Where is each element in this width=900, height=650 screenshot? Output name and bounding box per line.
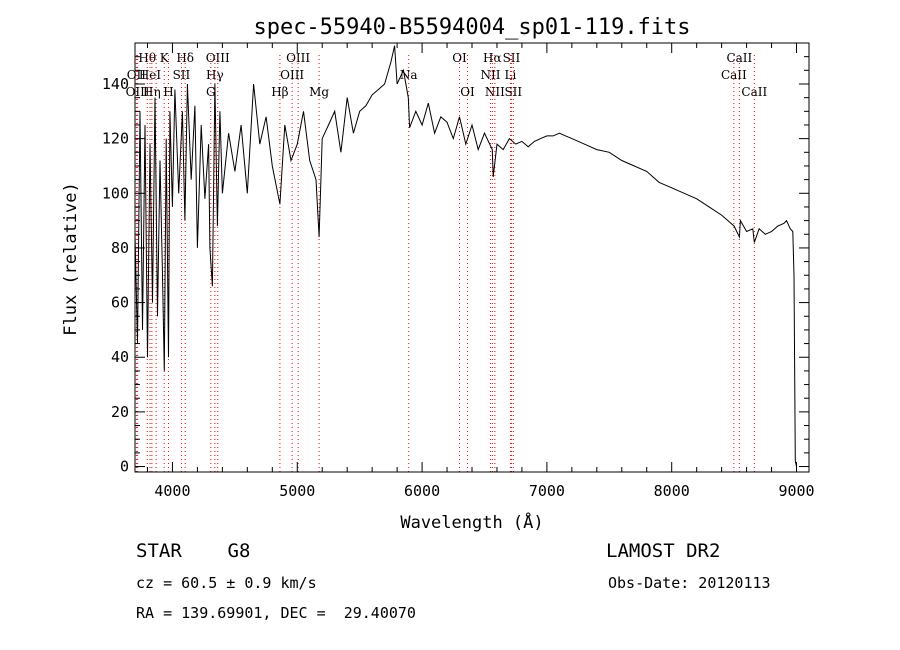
plot-frame [134, 42, 810, 473]
y-tick-label-7: 140 [102, 75, 129, 93]
line-marker-label-8: SII [173, 68, 191, 82]
line-marker-label-19: OI [460, 85, 475, 99]
line-marker-label-28: CaII [741, 85, 767, 99]
line-marker-label-1: OIII [126, 85, 150, 99]
line-marker-label-26: CaII [721, 68, 747, 82]
x-tick-label-5: 9000 [778, 482, 814, 500]
line-marker-label-24: SII [503, 51, 521, 65]
observation-date: Obs-Date: 20120113 [608, 574, 771, 592]
line-marker-label-7: H [163, 85, 173, 99]
line-marker-label-27: CaII [726, 51, 752, 65]
line-marker-label-4: Hη [143, 85, 161, 99]
line-marker-label-20: NII [480, 68, 500, 82]
line-marker-label-17: Na [400, 68, 418, 82]
survey-name: LAMOST DR2 [606, 540, 721, 562]
x-tick-label-1: 5000 [279, 482, 315, 500]
object-class: STAR G8 [136, 540, 251, 562]
line-marker-label-6: K [160, 51, 170, 65]
line-marker-label-14: OIII [280, 68, 304, 82]
x-tick-label-2: 6000 [404, 482, 440, 500]
spectrum-line [134, 45, 797, 467]
y-axis-label: Flux (relative) [61, 182, 81, 336]
chart-title: spec-55940-B5594004_sp01-119.fits [253, 15, 690, 40]
line-marker-label-21: Hα [483, 51, 502, 65]
y-tick-label-4: 80 [111, 239, 129, 257]
redshift-value: cz = 60.5 ± 0.9 km/s [136, 574, 317, 592]
line-marker-label-9: Hδ [176, 51, 194, 65]
line-marker-label-22: NII [485, 85, 505, 99]
sky-coordinates: RA = 139.69901, DEC = 29.40070 [136, 604, 416, 622]
axis-ticks: 4000 5000 6000 7000 8000 9000 0 20 40 60 80 100 120 1… [102, 43, 815, 500]
line-marker-label-2: Hθ [138, 51, 156, 65]
line-marker-label-13: Hβ [271, 85, 288, 99]
line-marker-label-0: OII [127, 68, 147, 82]
line-marker-label-25: SII [504, 85, 522, 99]
line-marker-label-12: OIII [206, 51, 230, 65]
line-marker-label-10: G [206, 85, 216, 99]
line-marker-label-18: OI [452, 51, 467, 65]
y-tick-label-1: 20 [111, 403, 129, 421]
x-tick-label-0: 4000 [154, 482, 190, 500]
x-axis-label: Wavelength (Å) [400, 511, 543, 533]
y-tick-label-5: 100 [102, 184, 129, 202]
line-markers: OIIOIIIHθHeIHηKHSIIHδGHγOIIIHβOIIIOIIIMg… [126, 51, 767, 472]
x-tick-label-4: 8000 [654, 482, 690, 500]
x-tick-label-3: 7000 [529, 482, 565, 500]
y-tick-label-0: 0 [120, 458, 129, 476]
line-marker-label-16: Mg [309, 85, 329, 99]
y-tick-label-6: 120 [102, 130, 129, 148]
y-tick-label-2: 40 [111, 348, 129, 366]
y-tick-label-3: 60 [111, 294, 129, 312]
line-marker-label-3: HeI [139, 68, 162, 82]
line-marker-label-11: Hγ [206, 68, 224, 82]
line-marker-label-15: OIII [286, 51, 310, 65]
line-marker-label-23: Li [505, 68, 517, 82]
